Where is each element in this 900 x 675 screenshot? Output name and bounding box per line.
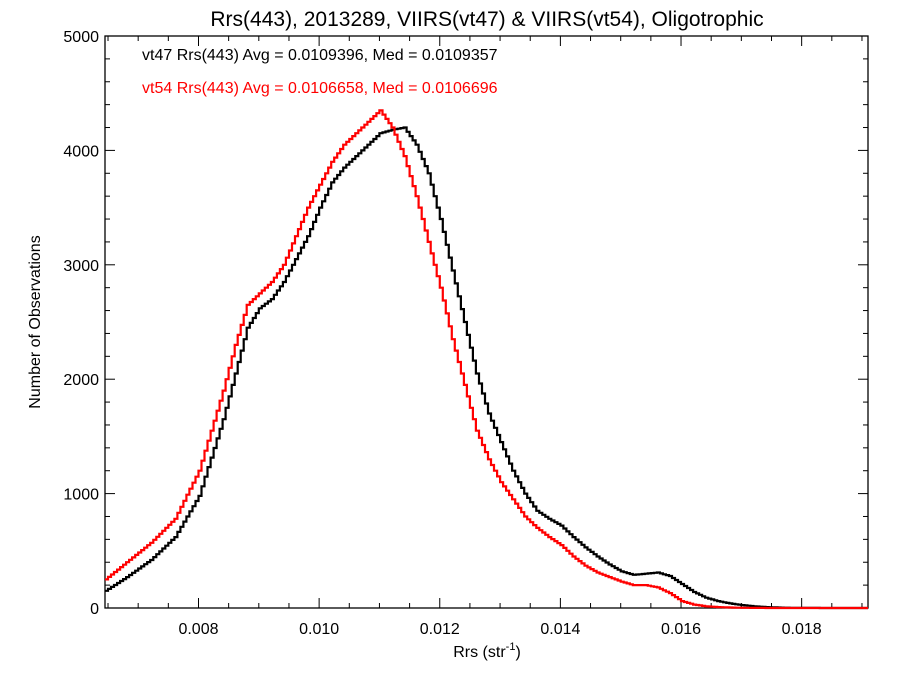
y-tick-label: 3000 xyxy=(63,258,99,275)
x-axis-label-base: Rrs (str xyxy=(453,644,506,661)
chart-title: Rrs(443), 2013289, VIIRS(vt47) & VIIRS(v… xyxy=(210,8,763,31)
y-tick-label: 5000 xyxy=(63,29,99,46)
series-layer xyxy=(105,109,868,610)
legend-entry-vt47: vt47 Rrs(443) Avg = 0.0109396, Med = 0.0… xyxy=(142,47,498,64)
x-tick-label: 0.010 xyxy=(299,621,339,638)
x-axis: 0.008 0.010 0.012 0.014 0.016 0.018 xyxy=(107,36,863,638)
series-vt54-line xyxy=(105,109,868,610)
plot-frame xyxy=(104,35,869,609)
series-vt47-line xyxy=(105,126,868,610)
y-tick-label: 4000 xyxy=(63,143,99,160)
y-tick-label: 1000 xyxy=(63,487,99,504)
x-tick-label: 0.008 xyxy=(178,621,218,638)
x-tick-label: 0.016 xyxy=(661,621,701,638)
y-axis-label: Number of Observations xyxy=(27,235,44,408)
legend: vt47 Rrs(443) Avg = 0.0109396, Med = 0.0… xyxy=(142,47,498,97)
x-tick-label: 0.018 xyxy=(782,621,822,638)
x-axis-label-end: ) xyxy=(515,644,520,661)
y-tick-label: 2000 xyxy=(63,372,99,389)
x-axis-label: Rrs (str-1) xyxy=(453,641,521,661)
x-tick-label: 0.014 xyxy=(540,621,580,638)
x-axis-label-superscript: -1 xyxy=(506,641,516,653)
x-tick-label: 0.012 xyxy=(420,621,460,638)
y-tick-label: 0 xyxy=(90,601,99,618)
legend-entry-vt54: vt54 Rrs(443) Avg = 0.0106658, Med = 0.0… xyxy=(142,80,498,97)
y-axis: 0 1000 2000 3000 4000 5000 xyxy=(63,29,868,618)
